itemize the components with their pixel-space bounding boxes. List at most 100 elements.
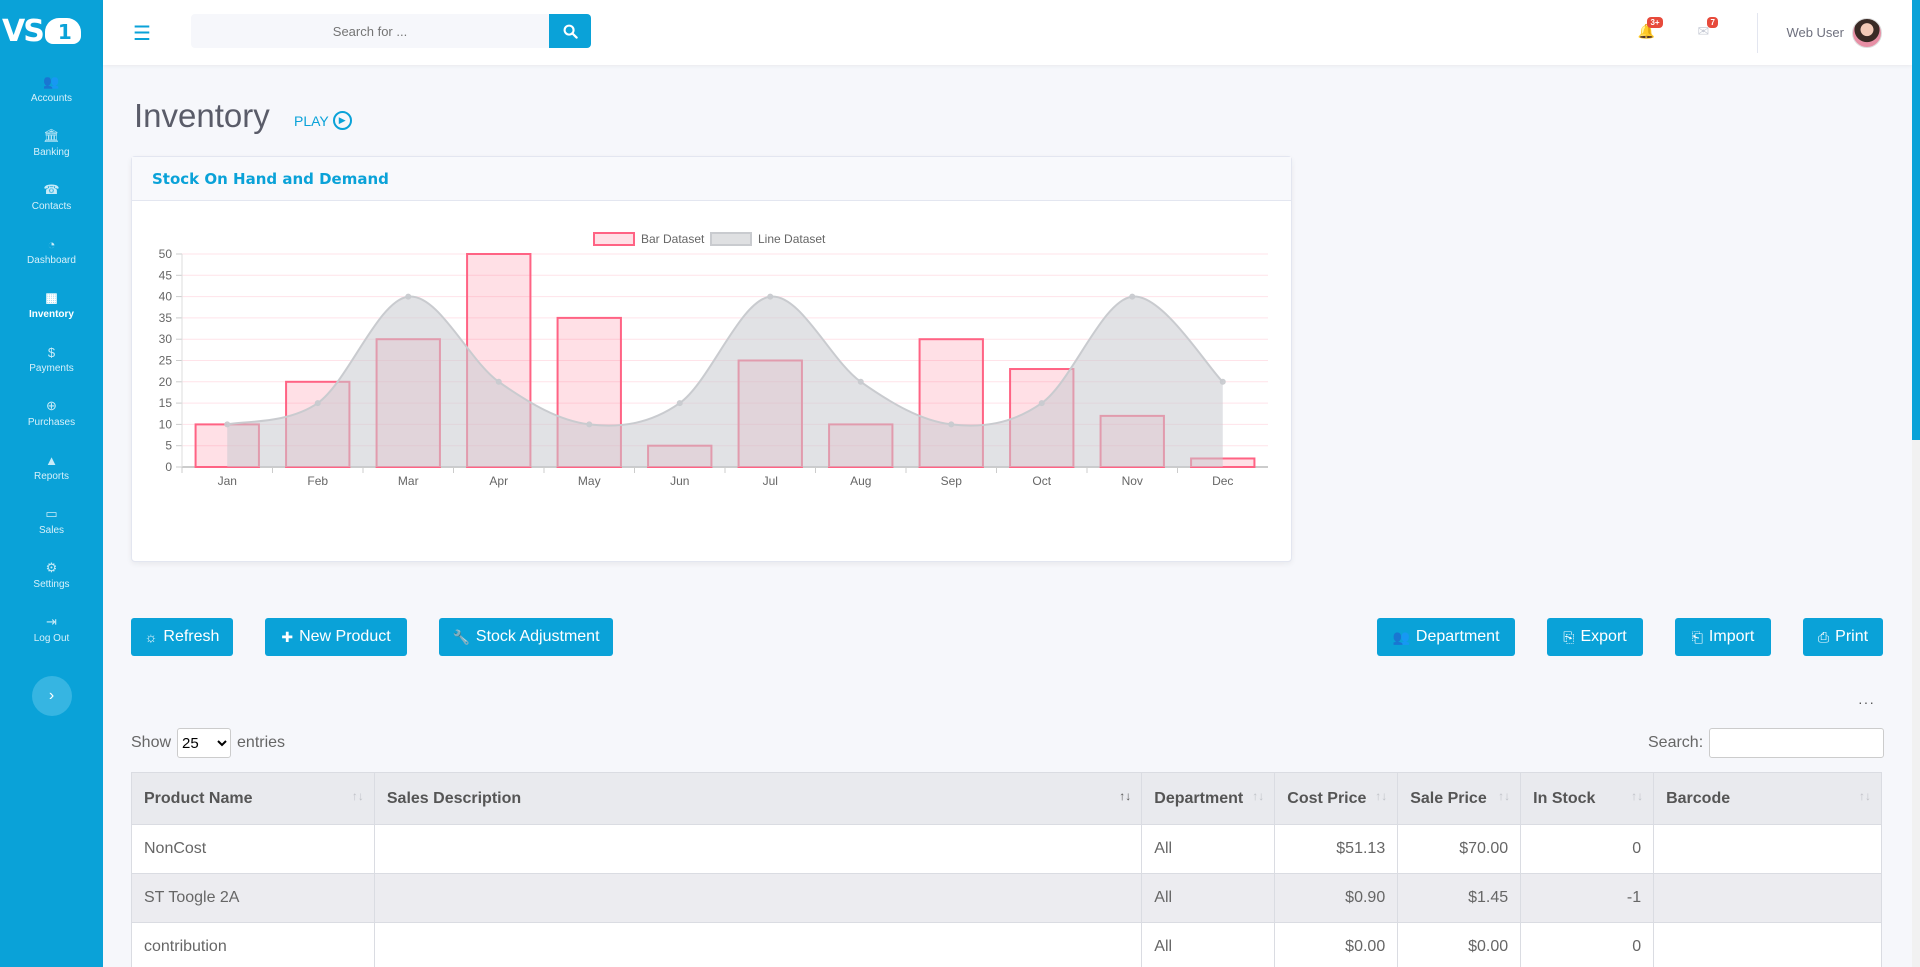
legend-swatch-bar	[593, 232, 635, 246]
sort-icon[interactable]: ↑↓	[1119, 789, 1132, 803]
legend-swatch-line	[710, 232, 752, 246]
y-tick-label: 35	[159, 311, 173, 325]
sidebar-item-reports[interactable]: ▲ Reports	[0, 440, 103, 494]
scrollbar-thumb[interactable]	[1912, 0, 1920, 440]
sidebar-item-purchases[interactable]: ⊕ Purchases	[0, 386, 103, 440]
table-search: Search:	[1648, 728, 1885, 758]
table-row[interactable]: contribution All $0.00 $0.00 0	[131, 922, 1882, 967]
new-product-button[interactable]: ✚ New Product	[265, 618, 407, 656]
table-search-input[interactable]	[1709, 728, 1885, 758]
print-label: Print	[1835, 628, 1869, 645]
column-header-product-name[interactable]: Product Name ↑↓	[131, 772, 375, 825]
sidebar-item-label: Accounts	[30, 93, 73, 104]
column-header-cost-price[interactable]: Cost Price ↑↓	[1274, 772, 1399, 825]
page-scrollbar[interactable]	[1912, 0, 1920, 967]
page-title: Inventory	[134, 97, 270, 134]
y-tick-label: 25	[159, 354, 173, 368]
logo-cloud-icon: 1	[44, 18, 81, 44]
user-name[interactable]: Web User	[1786, 25, 1844, 40]
messages-envelope-icon[interactable]: ✉ 7	[1697, 16, 1718, 43]
stock-adjustment-label: Stock Adjustment	[475, 628, 600, 645]
line-point	[495, 378, 502, 385]
line-point	[948, 421, 955, 428]
refresh-button[interactable]: ☼ Refresh	[131, 618, 233, 656]
import-button[interactable]: ⎗ Import	[1675, 618, 1771, 656]
export-button[interactable]: ⎘ Export	[1547, 618, 1643, 656]
sidebar-item-log-out[interactable]: ⇥ Log Out	[0, 602, 103, 656]
import-label: Import	[1708, 628, 1755, 645]
sort-icon[interactable]: ↑↓	[1252, 789, 1265, 803]
chart-card-title: Stock On Hand and Demand	[132, 157, 1291, 201]
chart-area-icon: ▲	[45, 452, 58, 468]
sidebar-item-inventory[interactable]: ▦ Inventory	[0, 278, 103, 332]
table-cell: $1.45	[1397, 873, 1522, 923]
column-header-department[interactable]: Department ↑↓	[1141, 772, 1276, 825]
more-options-icon[interactable]: ···	[1858, 694, 1875, 710]
column-header-sales-description[interactable]: Sales Description ↑↓	[373, 772, 1143, 825]
table-body: NonCost All $51.13 $70.00 0 ST Toogle 2A All $0…	[131, 824, 1882, 967]
sort-icon[interactable]: ↑↓	[1631, 789, 1644, 803]
sort-icon[interactable]: ↑↓	[1375, 789, 1388, 803]
sidebar-item-label: Inventory	[28, 309, 74, 320]
global-search-input[interactable]	[191, 14, 549, 48]
users-icon: 👥	[43, 74, 60, 89]
topbar-divider	[1757, 12, 1759, 53]
sidebar-item-banking[interactable]: 🏛 Banking	[0, 116, 103, 170]
x-tick-label: Apr	[489, 474, 508, 488]
sidebar-item-sales[interactable]: ▭ Sales	[0, 494, 103, 548]
sidebar-item-settings[interactable]: ⚙ Settings	[0, 548, 103, 602]
department-button[interactable]: 👥 Department	[1377, 618, 1515, 656]
play-tutorial-link[interactable]: PLAY ▶	[294, 111, 352, 130]
sidebar-collapse-button[interactable]: ›	[31, 676, 72, 716]
sort-icon[interactable]: ↑↓	[1498, 789, 1511, 803]
y-tick-label: 10	[159, 417, 173, 431]
line-point	[857, 378, 864, 385]
avatar[interactable]	[1852, 17, 1882, 48]
column-header-sale-price[interactable]: Sale Price ↑↓	[1397, 772, 1522, 825]
area-fill	[227, 296, 1223, 467]
column-header-label: Barcode	[1666, 789, 1731, 807]
sidebar-item-accounts[interactable]: 👥 Accounts	[0, 62, 103, 116]
gear-icon: ⚙	[45, 560, 58, 575]
sidebar-item-contacts[interactable]: ☎ Contacts	[0, 170, 103, 224]
plus-circle-icon: ⊕	[46, 398, 57, 413]
chart-card: Stock On Hand and Demand Bar Dataset Line…	[131, 156, 1292, 562]
y-tick-label: 30	[159, 332, 173, 346]
line-point	[1038, 400, 1045, 407]
sidebar-item-payments[interactable]: $ Payments	[0, 332, 103, 386]
column-header-label: Product Name	[144, 789, 253, 807]
sign-out-icon: ⇥	[46, 614, 57, 629]
app-logo[interactable]: VS 1	[0, 0, 103, 62]
wrench-icon: 🔧	[452, 628, 470, 645]
x-tick-label: Jan	[218, 474, 237, 488]
sidebar-item-label: Sales	[38, 525, 64, 536]
column-header-barcode[interactable]: Barcode ↑↓	[1653, 772, 1882, 825]
sort-icon[interactable]: ↑↓	[351, 789, 364, 803]
users-cog-icon: 👥	[1392, 628, 1410, 645]
print-button[interactable]: ⎙ Print	[1803, 618, 1883, 656]
stock-adjustment-button[interactable]: 🔧 Stock Adjustment	[439, 618, 613, 656]
table-cell	[373, 873, 1143, 923]
table-search-label: Search:	[1648, 734, 1704, 751]
table-row[interactable]: NonCost All $51.13 $70.00 0	[131, 824, 1882, 874]
x-tick-label: May	[578, 474, 601, 488]
sidebar-item-dashboard[interactable]: ◔ Dashboard	[0, 224, 103, 278]
alerts-bell-icon[interactable]: 🔔 3+	[1637, 16, 1663, 43]
sidebar-item-label: Settings	[33, 579, 70, 590]
table-cell	[1653, 873, 1882, 923]
gauge-icon: ◔	[47, 236, 56, 252]
x-tick-label: Jun	[670, 474, 689, 488]
new-product-label: New Product	[299, 628, 391, 645]
page-size-select[interactable]: 25	[177, 728, 232, 758]
x-tick-label: Dec	[1212, 474, 1233, 488]
search-button[interactable]	[549, 14, 591, 48]
sidebar-item-label: Purchases	[27, 417, 76, 428]
sort-icon[interactable]: ↑↓	[1859, 789, 1871, 803]
topbar-right: 🔔 3+ ✉ 7 Web User	[1637, 0, 1912, 65]
table-row[interactable]: ST Toogle 2A All $0.90 $1.45 -1	[131, 873, 1882, 923]
column-header-in-stock[interactable]: In Stock ↑↓	[1520, 772, 1655, 825]
menu-toggle-icon[interactable]: ☰	[133, 23, 151, 45]
line-point	[405, 293, 412, 300]
x-tick-label: Mar	[398, 474, 419, 488]
column-header-label: Cost Price	[1287, 789, 1367, 807]
